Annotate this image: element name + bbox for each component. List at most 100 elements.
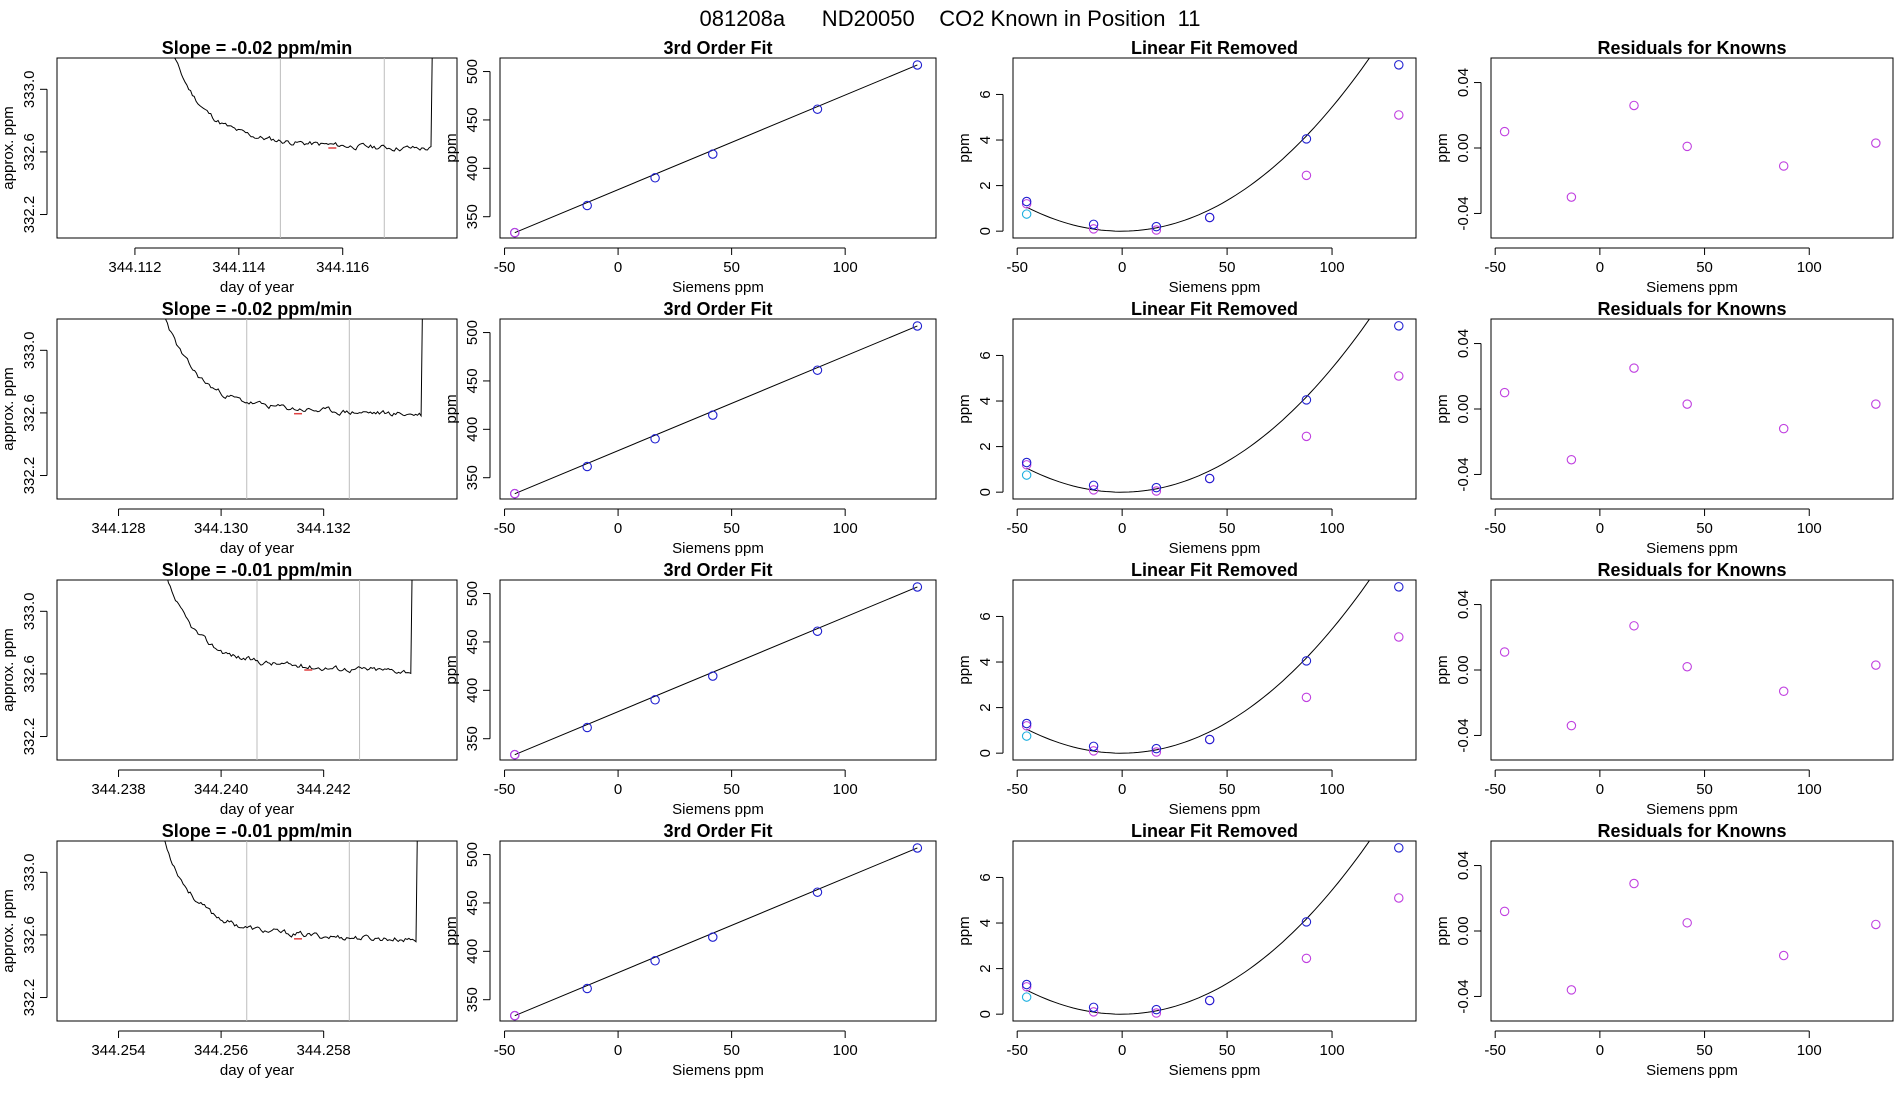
x-tick-label: 100 xyxy=(1797,781,1822,798)
y-axis-label: approx. ppm xyxy=(0,106,17,189)
y-tick-label: 2 xyxy=(977,181,994,189)
data-point xyxy=(582,722,592,733)
x-tick-label: 100 xyxy=(1320,1042,1345,1059)
y-axis-label: ppm xyxy=(1434,133,1451,162)
data-point xyxy=(650,956,660,966)
plot-area xyxy=(164,841,418,1021)
y-axis-label: ppm xyxy=(443,655,460,684)
fit-point xyxy=(1021,718,1032,729)
y-tick-label: 500 xyxy=(464,320,481,345)
plot-area xyxy=(1021,319,1404,496)
plot-area xyxy=(1021,841,1404,1018)
x-tick-label: -50 xyxy=(1484,520,1506,537)
chart-panel-3-1: Residuals for Knowns -50 0 50 100 Siemens ppm… xyxy=(1434,299,1894,557)
chart-panel-2-2: Linear Fit Removed -50 0 50 100 Siemens ppm 0 2… xyxy=(956,560,1417,818)
y-tick-label: -0.04 xyxy=(1455,457,1472,491)
y-axis-label: approx. ppm xyxy=(0,367,17,450)
y-tick-label: 400 xyxy=(464,417,481,442)
x-tick-label: 344.130 xyxy=(194,520,248,537)
x-tick-label: 50 xyxy=(1696,259,1713,276)
y-axis-label: approx. ppm xyxy=(0,628,17,711)
chart-panel-1-1: 3rd Order Fit -50 0 50 100 Siemens ppm 350 400 4… xyxy=(443,299,937,557)
y-tick-label: 4 xyxy=(977,136,994,144)
fit-point xyxy=(1301,134,1312,144)
plot-frame xyxy=(1490,579,1894,761)
data-point xyxy=(912,582,923,592)
panel-title: Residuals for Knowns xyxy=(1597,38,1786,58)
fit-point xyxy=(1394,843,1404,853)
known-point xyxy=(1301,431,1312,442)
x-tick-label: 344.114 xyxy=(212,259,265,276)
x-tick-label: 0 xyxy=(614,1042,622,1059)
y-tick-label: 0.00 xyxy=(1455,133,1472,162)
y-tick-label: 500 xyxy=(464,59,481,84)
y-tick-label: 332.6 xyxy=(21,133,38,171)
known-point xyxy=(1088,224,1099,234)
panel-title: 3rd Order Fit xyxy=(663,38,772,58)
reference-point xyxy=(1021,209,1032,219)
chart-panel-1-3: 3rd Order Fit -50 0 50 100 Siemens ppm 350 400 4… xyxy=(443,821,937,1079)
y-tick-label: 6 xyxy=(977,90,994,98)
chart-panel-2-3: Linear Fit Removed -50 0 50 100 Siemens ppm 0 2… xyxy=(956,821,1417,1079)
fit-point xyxy=(1021,196,1032,207)
panel-title: Linear Fit Removed xyxy=(1131,560,1298,580)
x-tick-label: 100 xyxy=(1797,1042,1822,1059)
y-tick-label: 6 xyxy=(977,612,994,620)
data-point xyxy=(708,149,718,159)
known-point xyxy=(1151,747,1162,757)
x-axis-label: day of year xyxy=(220,1062,294,1079)
fit-point xyxy=(1088,1002,1099,1013)
panel-title: Slope = -0.02 ppm/min xyxy=(162,38,353,58)
fit-point xyxy=(1151,482,1162,493)
y-tick-label: 0.04 xyxy=(1455,329,1472,358)
y-tick-label: 6 xyxy=(977,873,994,881)
panel-grid: Slope = -0.02 ppm/min 344.112 344.114 344.1… xyxy=(0,38,1894,1079)
residual-point xyxy=(1566,192,1577,202)
y-tick-label: 500 xyxy=(464,842,481,867)
y-tick-label: 450 xyxy=(464,629,481,654)
residual-point xyxy=(1871,399,1881,409)
x-axis-label: Siemens ppm xyxy=(672,1062,764,1079)
data-point xyxy=(708,410,718,420)
y-axis-label: ppm xyxy=(443,394,460,423)
y-tick-label: 332.2 xyxy=(21,196,38,234)
fit-point xyxy=(1204,473,1215,484)
panel-title: Slope = -0.01 ppm/min xyxy=(162,821,353,841)
fit-point xyxy=(1204,734,1215,745)
fit-point xyxy=(1088,219,1099,230)
residual-point xyxy=(1499,126,1510,137)
y-tick-label: 333.0 xyxy=(21,854,38,892)
x-tick-label: 0 xyxy=(614,781,622,798)
x-tick-label: 0 xyxy=(1118,1042,1126,1059)
known-point xyxy=(1394,110,1404,120)
fit-point xyxy=(1394,60,1404,70)
plot-area xyxy=(510,60,923,238)
plot-area xyxy=(510,321,923,499)
residual-point xyxy=(1566,454,1577,465)
data-point xyxy=(812,626,823,636)
y-tick-label: 350 xyxy=(464,204,481,229)
x-tick-label: 0 xyxy=(1596,781,1604,798)
data-point xyxy=(812,887,823,897)
x-tick-label: 344.240 xyxy=(194,781,248,798)
data-point xyxy=(912,843,923,853)
data-point xyxy=(812,365,823,375)
x-tick-label: 344.242 xyxy=(297,781,351,798)
y-tick-label: 332.2 xyxy=(21,979,38,1017)
x-tick-label: 344.238 xyxy=(91,781,145,798)
known-point xyxy=(1021,460,1032,470)
x-axis-label: Siemens ppm xyxy=(1646,801,1738,818)
x-axis-label: Siemens ppm xyxy=(1169,279,1261,296)
y-tick-label: 333.0 xyxy=(21,332,38,370)
plot-frame xyxy=(1490,840,1894,1022)
x-axis-label: day of year xyxy=(220,801,294,818)
x-tick-label: 0 xyxy=(614,259,622,276)
x-tick-label: 50 xyxy=(1219,781,1236,798)
chart-panel-0-1: Slope = -0.02 ppm/min 344.128 344.130 344.1… xyxy=(0,299,458,557)
y-axis-label: ppm xyxy=(1434,916,1451,945)
chart-panel-2-0: Linear Fit Removed -50 0 50 100 Siemens ppm 0 2… xyxy=(956,38,1417,296)
y-tick-label: 0 xyxy=(977,227,994,235)
plot-area xyxy=(1499,878,1881,995)
x-tick-label: 50 xyxy=(1219,259,1236,276)
